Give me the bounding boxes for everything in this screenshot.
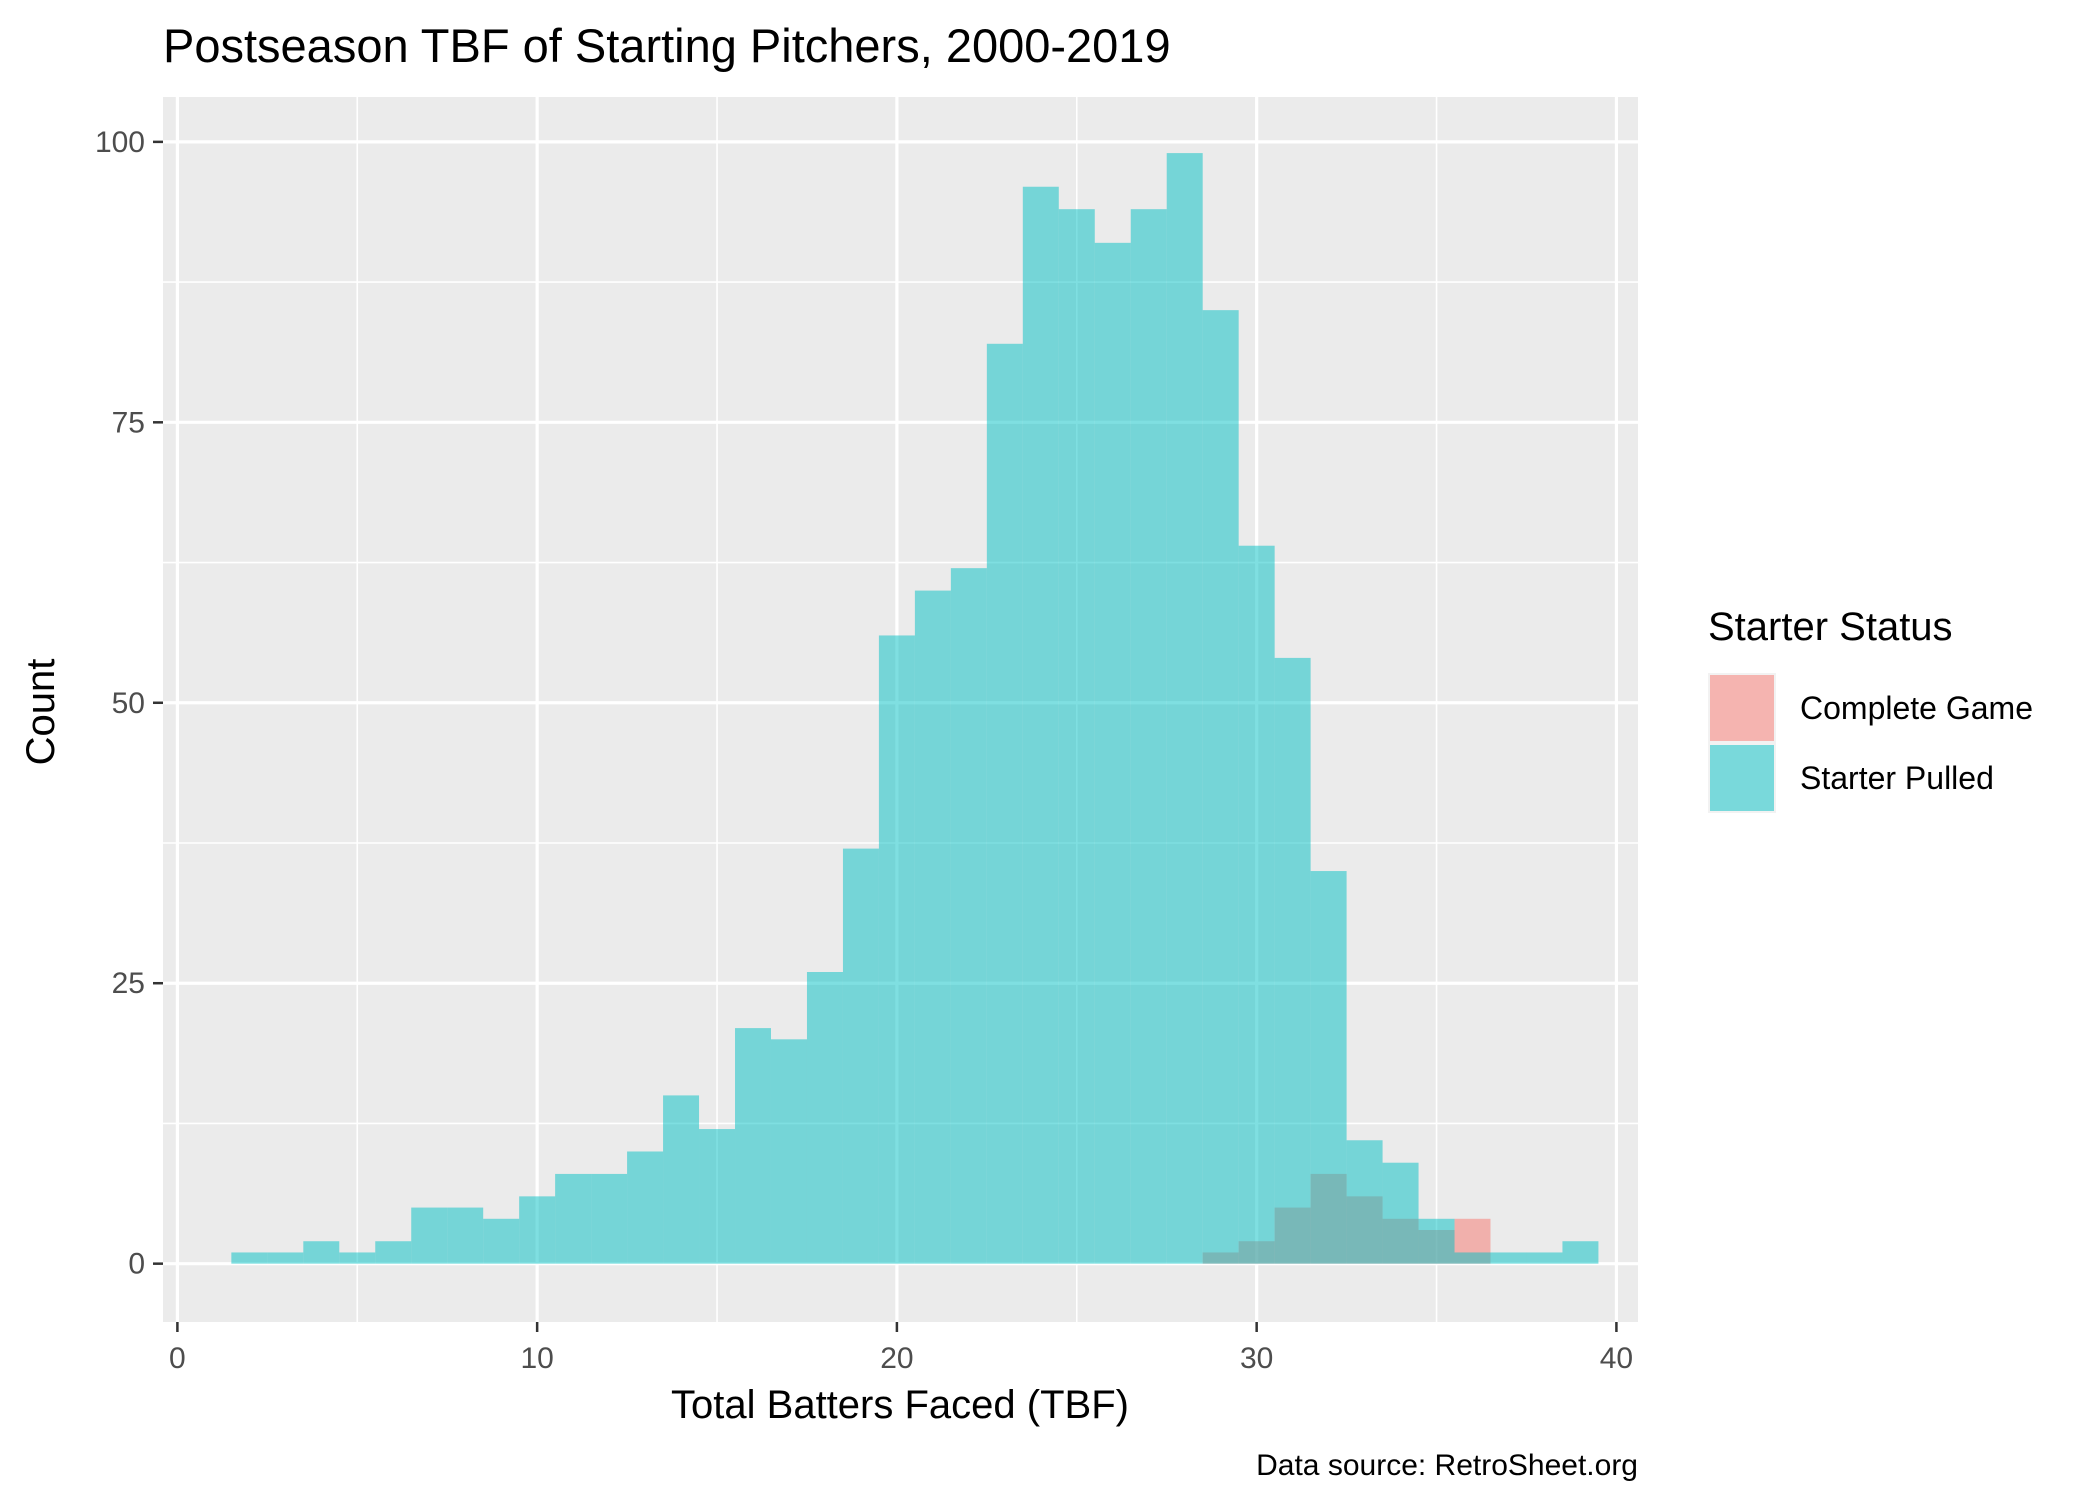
x-tick-label: 30 xyxy=(1240,1342,1273,1375)
bar-starter-pulled xyxy=(519,1196,556,1264)
bar-starter-pulled xyxy=(1526,1252,1563,1264)
legend-title: Starter Status xyxy=(1708,605,1953,649)
chart-title: Postseason TBF of Starting Pitchers, 200… xyxy=(163,19,1171,72)
bar-starter-pulled xyxy=(267,1252,304,1264)
bar-starter-pulled xyxy=(339,1252,376,1264)
x-tick-label: 0 xyxy=(169,1342,186,1375)
x-tick-label: 40 xyxy=(1600,1342,1633,1375)
bar-starter-pulled xyxy=(1346,1140,1383,1264)
bar-starter-pulled xyxy=(303,1241,340,1264)
bar-starter-pulled xyxy=(986,343,1023,1264)
legend-label: Complete Game xyxy=(1800,690,2033,726)
bar-starter-pulled xyxy=(1274,657,1311,1264)
bar-starter-pulled xyxy=(1058,209,1095,1264)
histogram-bars xyxy=(231,153,1599,1264)
bar-starter-pulled xyxy=(1562,1241,1599,1264)
legend-swatch-complete-game xyxy=(1710,675,1774,741)
bar-starter-pulled xyxy=(375,1241,412,1264)
bar-starter-pulled xyxy=(663,1095,700,1264)
y-tick-label: 100 xyxy=(95,126,145,159)
bar-starter-pulled xyxy=(1238,545,1275,1264)
bar-starter-pulled xyxy=(878,635,915,1264)
bar-starter-pulled xyxy=(591,1173,628,1264)
bar-starter-pulled xyxy=(231,1252,268,1264)
bar-starter-pulled xyxy=(1310,871,1347,1264)
bar-starter-pulled xyxy=(699,1129,736,1264)
bar-starter-pulled xyxy=(1418,1218,1455,1264)
y-axis-title: Count xyxy=(19,659,63,766)
bar-starter-pulled xyxy=(411,1207,448,1264)
bar-starter-pulled xyxy=(555,1173,592,1264)
bar-starter-pulled xyxy=(806,972,843,1264)
bar-starter-pulled xyxy=(950,568,987,1264)
y-tick-label: 75 xyxy=(112,406,145,439)
data-source-caption: Data source: RetroSheet.org xyxy=(1256,1449,1638,1482)
legend-label: Starter Pulled xyxy=(1800,760,1994,796)
legend: Starter Status Complete Game Starter Pull… xyxy=(1708,605,2033,813)
bar-starter-pulled xyxy=(627,1151,664,1264)
y-tick-label: 25 xyxy=(112,967,145,1000)
axes: 0 10 20 30 40 0 25 50 75 100 xyxy=(95,126,1633,1375)
bar-starter-pulled xyxy=(770,1039,807,1264)
bar-starter-pulled xyxy=(483,1218,520,1264)
bar-starter-pulled xyxy=(1130,209,1167,1264)
bar-starter-pulled xyxy=(1490,1252,1527,1264)
y-tick-label: 0 xyxy=(128,1248,145,1281)
bar-starter-pulled xyxy=(1166,153,1203,1264)
legend-swatch-starter-pulled xyxy=(1710,745,1774,811)
bar-starter-pulled xyxy=(1454,1252,1491,1264)
bar-starter-pulled xyxy=(1094,242,1131,1264)
bar-starter-pulled xyxy=(1202,310,1239,1264)
bar-starter-pulled xyxy=(842,848,879,1264)
x-axis-title: Total Batters Faced (TBF) xyxy=(671,1383,1129,1427)
bar-starter-pulled xyxy=(1022,186,1059,1264)
bar-starter-pulled xyxy=(447,1207,484,1264)
y-tick-label: 50 xyxy=(112,687,145,720)
x-tick-label: 20 xyxy=(880,1342,913,1375)
bar-starter-pulled xyxy=(735,1028,771,1264)
x-tick-label: 10 xyxy=(520,1342,553,1375)
bar-starter-pulled xyxy=(1382,1162,1419,1264)
bar-starter-pulled xyxy=(914,590,951,1264)
